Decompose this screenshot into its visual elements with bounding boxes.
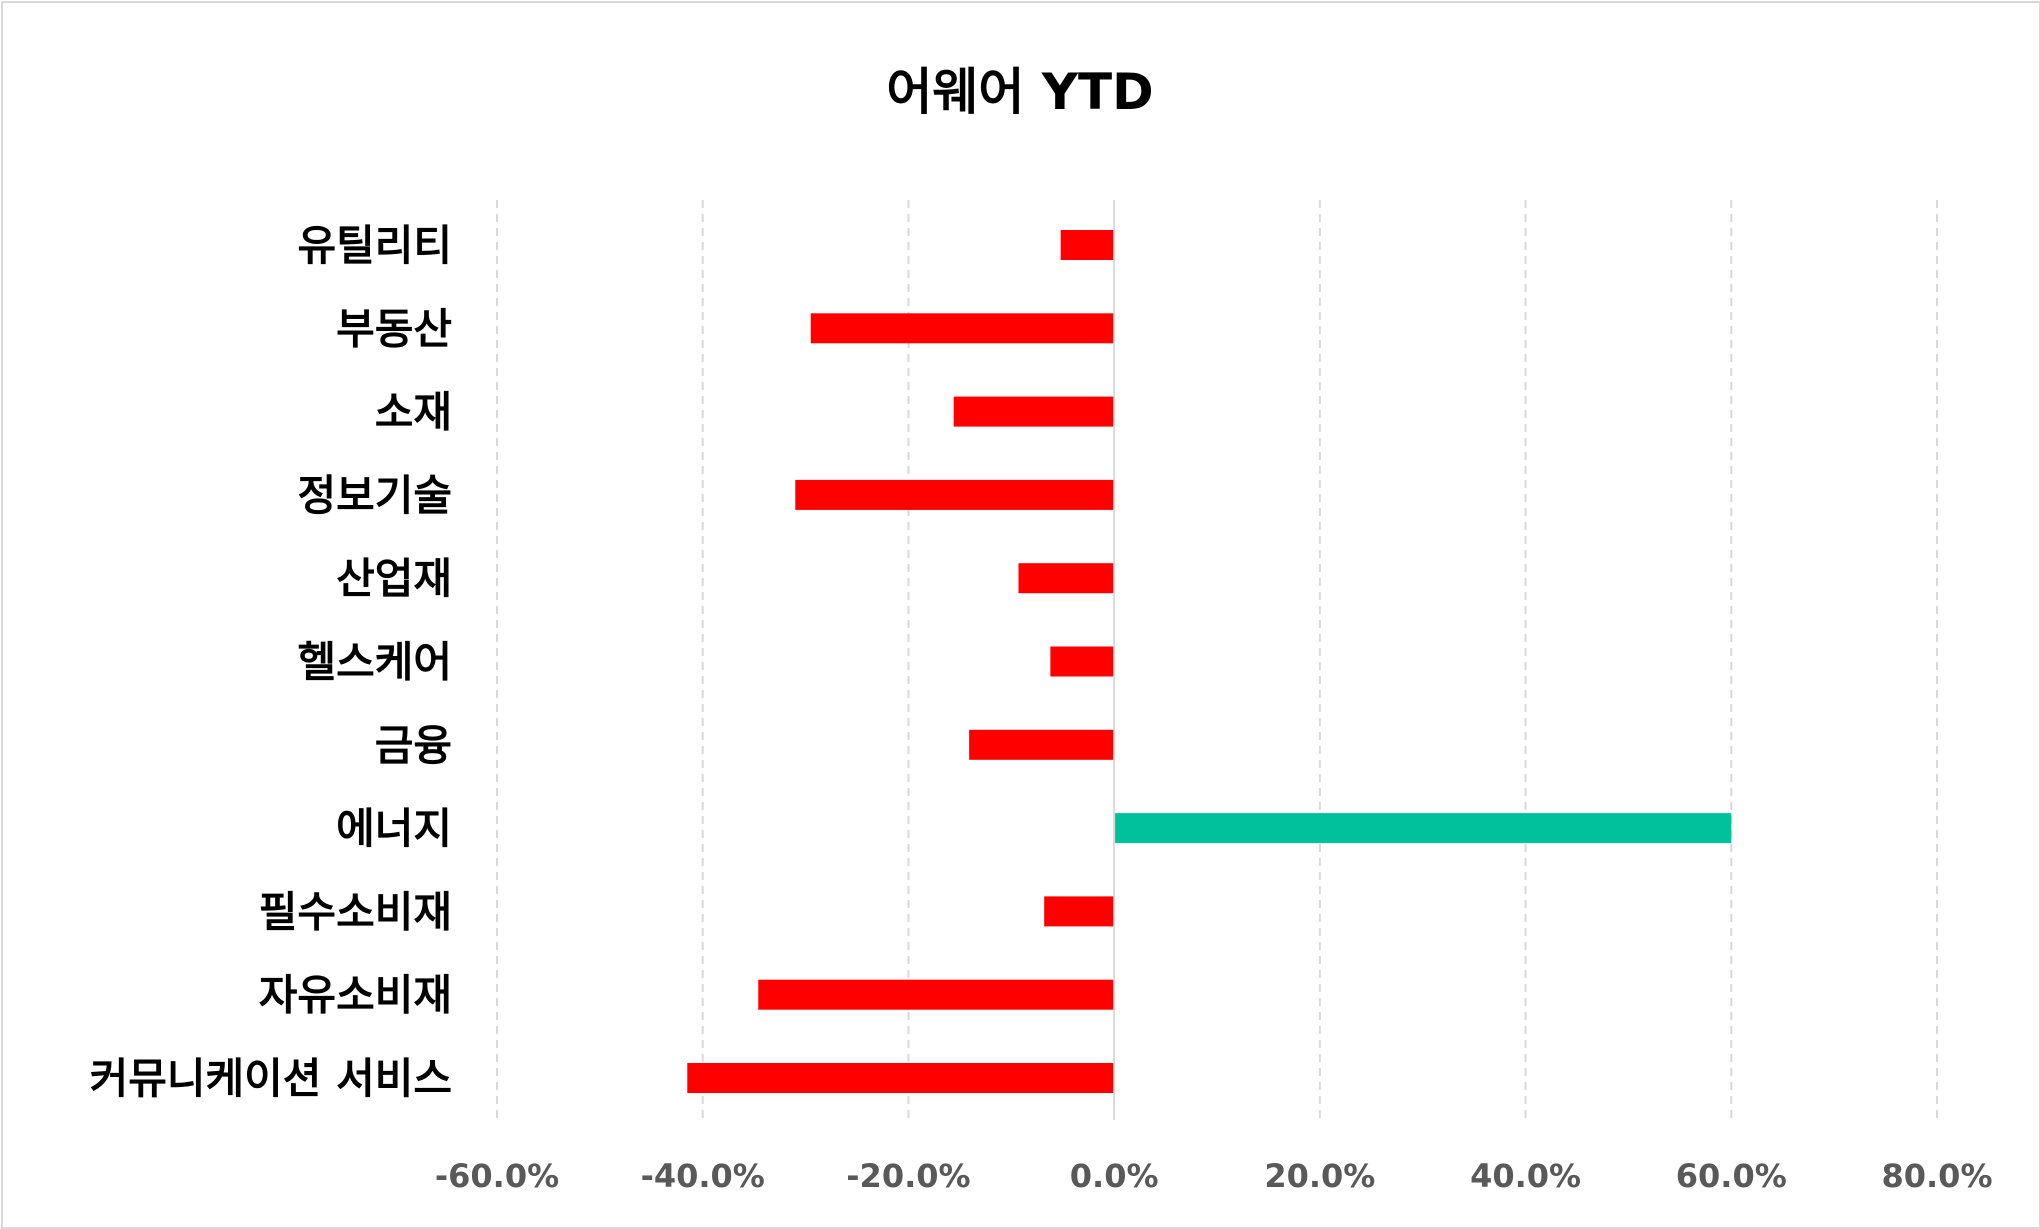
bar bbox=[969, 729, 1115, 760]
bar bbox=[758, 979, 1115, 1010]
x-tick-label: -40.0% bbox=[641, 1157, 765, 1195]
category-label: 커뮤니케이션 서비스 bbox=[90, 1054, 452, 1103]
x-tick-labels: -60.0% -40.0% -20.0% 0.0% 20.0% 40.0% 60.0% 80.… bbox=[435, 1157, 1993, 1195]
category-label: 소재 bbox=[375, 388, 452, 437]
category-label: 자유소비재 bbox=[259, 971, 452, 1020]
category-label: 금융 bbox=[375, 721, 452, 770]
x-tick-label: 40.0% bbox=[1470, 1157, 1581, 1195]
category-label: 헬스케어 bbox=[297, 638, 452, 687]
bar bbox=[1114, 813, 1732, 844]
bar bbox=[1060, 230, 1115, 260]
gridlines bbox=[496, 200, 1938, 1120]
category-label: 필수소비재 bbox=[259, 887, 452, 936]
bar bbox=[810, 313, 1115, 344]
category-label: 정보기술 bbox=[297, 471, 452, 520]
bar bbox=[1050, 646, 1115, 677]
x-tick-label: 60.0% bbox=[1676, 1157, 1787, 1195]
x-tick-label: -20.0% bbox=[846, 1157, 970, 1195]
x-tick-label: -60.0% bbox=[435, 1157, 559, 1195]
category-labels: 유틸리티부동산소재정보기술산업재헬스케어금융에너지필수소비재자유소비재커뮤니케이… bbox=[90, 221, 452, 1103]
category-label: 산업재 bbox=[336, 554, 452, 603]
x-tick-label: 80.0% bbox=[1881, 1157, 1992, 1195]
bar bbox=[687, 1063, 1115, 1093]
category-label: 유틸리티 bbox=[297, 221, 452, 270]
bar bbox=[1018, 563, 1115, 594]
category-label: 부동산 bbox=[336, 304, 452, 353]
category-label: 에너지 bbox=[336, 804, 452, 853]
x-tick-label: 20.0% bbox=[1264, 1157, 1375, 1195]
bars bbox=[687, 230, 1732, 1093]
chart-title: 어웨어 YTD bbox=[886, 63, 1154, 121]
bar bbox=[1044, 896, 1115, 927]
x-tick-label: 0.0% bbox=[1070, 1157, 1159, 1195]
bar bbox=[795, 479, 1115, 510]
bar bbox=[953, 396, 1115, 427]
